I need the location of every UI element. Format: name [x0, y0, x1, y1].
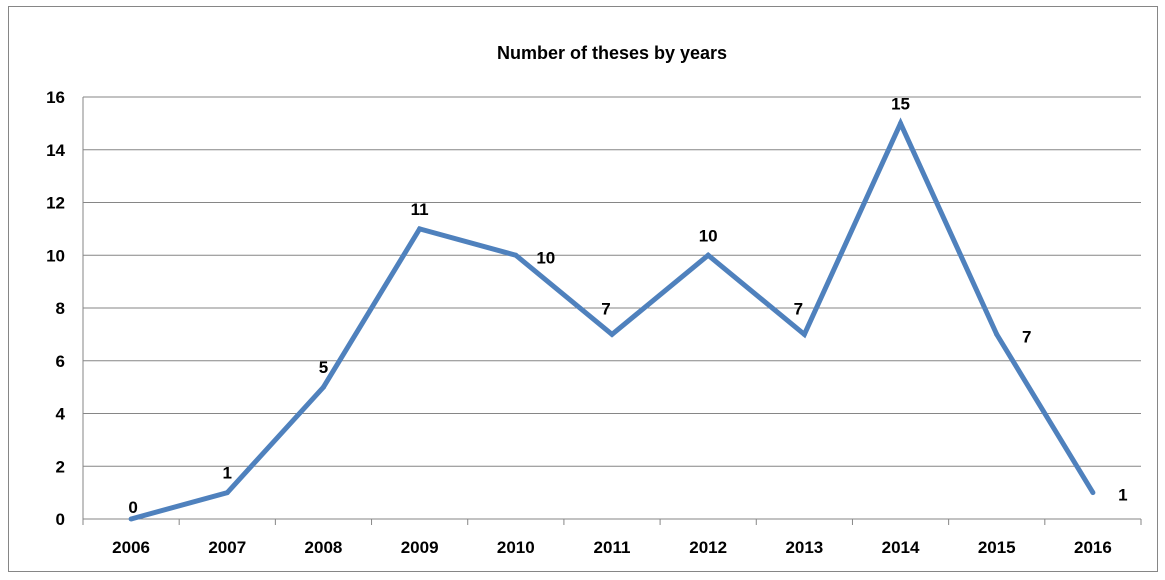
x-tick-label: 2013	[785, 538, 823, 557]
x-tick-label: 2012	[689, 538, 727, 557]
y-tick-label: 8	[56, 299, 65, 318]
x-tick-label: 2011	[594, 538, 631, 557]
data-label: 5	[319, 358, 328, 377]
x-tick-label: 2007	[208, 538, 246, 557]
line-chart: Number of theses by years 0246810121416 …	[46, 43, 1142, 557]
chart-frame: Number of theses by years 0 2 4 6 8 10 12 14 16 …	[8, 6, 1158, 572]
x-tick-label: 2016	[1074, 538, 1112, 557]
y-axis-tick-labels: 0 2 4 6 8 10 12 14 16	[46, 88, 65, 529]
y-tick-label: 4	[56, 405, 66, 424]
x-tick-label: 2014	[882, 538, 920, 557]
data-point	[320, 384, 326, 390]
data-point	[417, 226, 423, 232]
x-tick-label: 2008	[305, 538, 343, 557]
data-label: 0	[128, 498, 137, 517]
data-point	[898, 120, 904, 126]
chart-title: Number of theses by years	[497, 43, 727, 63]
data-point	[705, 252, 711, 258]
x-tick-label: 2006	[112, 538, 150, 557]
data-label: 10	[536, 248, 555, 267]
data-label: 7	[794, 299, 803, 318]
y-tick-label: 0	[56, 510, 65, 529]
data-point	[224, 490, 230, 496]
gridlines	[82, 96, 1141, 520]
x-tick-label: 2015	[978, 538, 1016, 557]
series-layer	[128, 117, 1096, 522]
data-point	[994, 331, 1000, 337]
data-point	[1090, 490, 1096, 496]
data-point	[513, 252, 519, 258]
data-label: 7	[1022, 327, 1031, 346]
data-label: 11	[411, 200, 429, 219]
data-label: 15	[891, 94, 910, 113]
data-point	[609, 331, 615, 337]
y-tick-label: 16	[46, 88, 65, 107]
y-tick-label: 6	[56, 352, 65, 371]
data-point	[128, 516, 134, 522]
data-label: 10	[699, 226, 718, 245]
data-label: 1	[223, 464, 232, 483]
x-tick-label: 2010	[497, 538, 535, 557]
data-label: 1	[1118, 486, 1127, 505]
series-line	[130, 117, 1096, 522]
y-tick-label: 10	[46, 246, 65, 265]
x-axis-tick-labels: 2006 2007 2008 2009 2010 2011 2012 2013 2014 2015…	[82, 519, 1142, 557]
y-tick-label: 2	[56, 457, 65, 476]
data-point	[801, 331, 807, 337]
x-tick-label: 2009	[401, 538, 439, 557]
y-tick-label: 12	[46, 194, 65, 213]
y-tick-label: 14	[46, 141, 65, 160]
data-label: 7	[601, 299, 610, 318]
